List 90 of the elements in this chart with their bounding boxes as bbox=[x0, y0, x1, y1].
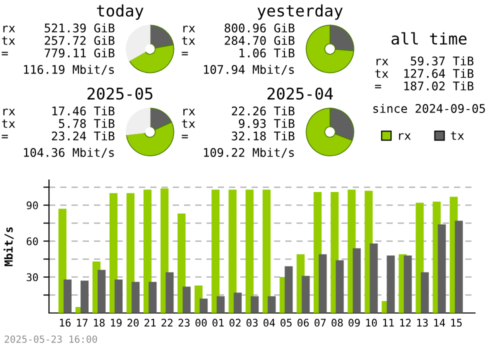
bar bbox=[64, 279, 72, 313]
text: rx 17.46 TiB bbox=[3, 106, 114, 116]
text: rx 22.26 TiB bbox=[183, 106, 294, 116]
x-tick-label: 15 bbox=[451, 318, 462, 327]
x-tick-label: 02 bbox=[230, 318, 241, 327]
x-tick-label: 13 bbox=[417, 318, 428, 327]
bar bbox=[250, 296, 259, 313]
bar bbox=[126, 193, 135, 313]
bar bbox=[80, 280, 89, 313]
bar bbox=[132, 282, 140, 313]
x-tick-label: 00 bbox=[196, 318, 207, 327]
bar bbox=[352, 248, 361, 313]
bar bbox=[318, 254, 327, 313]
x-tick-label: 22 bbox=[162, 318, 172, 327]
bar bbox=[262, 190, 271, 313]
x-tick-label: 12 bbox=[400, 318, 411, 327]
chart-title: 2025-05 bbox=[88, 88, 152, 100]
x-tick-label: 06 bbox=[298, 318, 309, 327]
chart-title: 2025-04 bbox=[268, 88, 333, 100]
bar bbox=[246, 190, 254, 313]
legend-label: rx bbox=[399, 133, 411, 140]
x-tick-label: 21 bbox=[144, 318, 156, 327]
text: = 187.02 TiB bbox=[375, 81, 474, 90]
text: 107.94 Mbit/s bbox=[204, 64, 294, 75]
x-tick-label: 16 bbox=[60, 318, 71, 327]
bar bbox=[438, 224, 446, 313]
x-tick-label: 18 bbox=[94, 318, 105, 327]
x-tick-label: 08 bbox=[332, 318, 343, 327]
text: since 2024-09-05 bbox=[373, 104, 485, 113]
bar bbox=[302, 276, 310, 313]
bar bbox=[404, 255, 412, 313]
x-tick-label: 04 bbox=[264, 318, 275, 327]
bar bbox=[234, 292, 242, 313]
bar bbox=[212, 190, 220, 313]
x-tick-label: 09 bbox=[348, 318, 360, 327]
text: 104.36 Mbit/s bbox=[24, 148, 114, 158]
bar bbox=[216, 296, 225, 313]
text: 116.19 Mbit/s bbox=[24, 64, 114, 75]
bar bbox=[182, 286, 191, 313]
bar bbox=[268, 296, 276, 313]
legend-label: tx bbox=[450, 132, 464, 140]
bar bbox=[454, 220, 463, 313]
x-tick-label: 19 bbox=[111, 318, 122, 327]
x-tick-label: 07 bbox=[314, 318, 326, 327]
donut-slice bbox=[306, 24, 354, 74]
bar bbox=[370, 244, 378, 313]
text: tx 5.78 TiB bbox=[2, 118, 114, 128]
donut-slice bbox=[126, 108, 150, 136]
text: rx 521.39 GiB bbox=[3, 23, 114, 32]
text: tx 257.72 GiB bbox=[2, 36, 114, 45]
bar bbox=[284, 266, 293, 313]
x-tick-label: 01 bbox=[212, 318, 224, 327]
text: = 779.11 GiB bbox=[2, 48, 114, 58]
text: = 1.06 TiB bbox=[182, 48, 294, 58]
bar bbox=[336, 260, 344, 313]
y-tick-label: 90 bbox=[26, 201, 38, 210]
text: 109.22 Mbit/s bbox=[204, 148, 294, 158]
text: tx 284.70 GiB bbox=[182, 36, 294, 45]
bar bbox=[228, 190, 237, 313]
text: all time bbox=[392, 32, 467, 45]
x-tick-label: 20 bbox=[128, 318, 139, 327]
x-tick-label: 10 bbox=[366, 318, 377, 327]
x-tick-label: 11 bbox=[383, 318, 394, 327]
y-tick-label: 30 bbox=[26, 273, 38, 282]
bar bbox=[166, 272, 174, 313]
bar bbox=[144, 190, 152, 313]
bar bbox=[386, 255, 395, 313]
text: rx 59.37 TiB bbox=[376, 56, 474, 66]
text: tx 9.93 TiB bbox=[182, 118, 294, 128]
chart-title: today bbox=[96, 4, 144, 20]
text: = 23.24 TiB bbox=[2, 131, 114, 140]
bar bbox=[200, 298, 208, 313]
text: rx 800.96 GiB bbox=[183, 23, 294, 32]
text: 2025-05-23 16:00 bbox=[4, 335, 98, 343]
bar bbox=[114, 279, 123, 313]
text: tx 127.64 TiB bbox=[375, 68, 474, 78]
donut-slice bbox=[126, 24, 150, 62]
bar bbox=[148, 282, 157, 313]
y-axis-title: Mbit/s bbox=[4, 227, 14, 266]
text: = 32.18 TiB bbox=[182, 131, 294, 140]
bar bbox=[420, 272, 429, 313]
x-tick-label: 23 bbox=[178, 318, 190, 327]
x-tick-label: 03 bbox=[246, 318, 258, 327]
bar bbox=[98, 270, 106, 313]
x-tick-label: 05 bbox=[280, 318, 292, 327]
y-tick-label: 60 bbox=[26, 237, 38, 246]
x-tick-label: 14 bbox=[434, 318, 446, 327]
x-tick-label: 17 bbox=[77, 318, 88, 327]
chart-title: yesterday bbox=[258, 4, 343, 20]
donut-slice bbox=[306, 108, 353, 156]
